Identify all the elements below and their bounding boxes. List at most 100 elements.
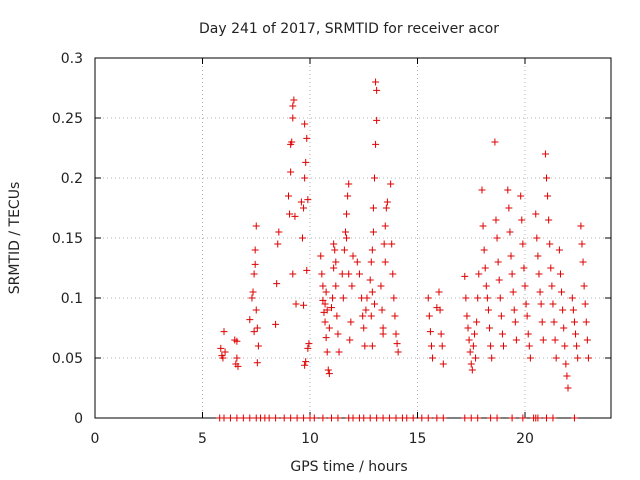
data-point	[286, 210, 294, 218]
data-point	[382, 204, 390, 212]
data-point	[539, 336, 547, 344]
data-point	[361, 342, 369, 350]
data-point	[303, 134, 311, 142]
data-point	[438, 342, 446, 350]
data-point	[373, 86, 381, 94]
x-tick-label: 0	[91, 431, 100, 447]
data-point	[478, 186, 486, 194]
y-tick-label: 0.05	[52, 351, 83, 367]
y-tick-label: 0.3	[61, 51, 83, 67]
data-point	[252, 306, 260, 314]
data-point-zero	[424, 414, 432, 422]
data-point	[291, 212, 299, 220]
data-point	[465, 336, 473, 344]
data-point	[249, 288, 257, 296]
data-point-zero	[265, 414, 273, 422]
data-point	[546, 240, 554, 248]
data-point	[581, 300, 589, 308]
data-point	[367, 258, 375, 266]
data-point-zero	[543, 414, 550, 422]
data-point	[462, 294, 470, 302]
data-point	[324, 366, 332, 374]
data-point	[505, 204, 513, 212]
data-point-zero	[334, 414, 342, 422]
data-point	[378, 306, 386, 314]
data-point	[494, 258, 502, 266]
data-point	[339, 294, 347, 302]
data-point	[393, 340, 401, 348]
data-point	[470, 330, 478, 338]
data-point	[580, 282, 588, 290]
data-point	[322, 334, 330, 342]
data-point	[345, 180, 353, 188]
data-point	[507, 252, 515, 260]
data-point	[220, 328, 228, 336]
data-point	[551, 336, 559, 344]
data-point	[301, 174, 309, 182]
data-point	[325, 324, 333, 332]
data-point	[506, 228, 514, 236]
data-point	[341, 228, 349, 236]
data-point-zero	[508, 414, 516, 422]
data-point	[563, 372, 571, 380]
data-point	[332, 282, 340, 290]
data-point	[250, 270, 258, 278]
data-point	[274, 240, 282, 248]
data-point	[538, 318, 546, 326]
data-point	[292, 300, 300, 308]
data-point	[368, 288, 376, 296]
data-point-zero	[534, 414, 542, 422]
data-point	[425, 312, 433, 320]
data-point	[340, 246, 348, 254]
data-point	[568, 294, 576, 302]
data-point	[369, 228, 377, 236]
data-point	[353, 258, 361, 266]
data-point	[343, 210, 351, 218]
data-point	[547, 264, 555, 272]
data-point	[331, 246, 339, 254]
data-point	[545, 216, 553, 224]
data-point	[548, 282, 556, 290]
data-point	[347, 318, 355, 326]
data-point	[344, 192, 352, 200]
data-point	[577, 222, 585, 230]
data-point	[383, 198, 391, 206]
data-point	[368, 246, 376, 254]
data-point	[512, 336, 520, 344]
data-point	[389, 270, 397, 278]
data-point	[346, 336, 354, 344]
grid	[95, 58, 611, 418]
data-point	[297, 198, 305, 206]
data-point	[463, 312, 471, 320]
data-point-zero	[360, 414, 368, 422]
data-point	[544, 192, 552, 200]
data-point	[349, 252, 357, 260]
data-point	[552, 354, 560, 362]
data-point-zero	[403, 414, 411, 422]
data-point	[426, 328, 434, 336]
axis-ticks: 0 5 10 15 20 0 0.05 0.1 0.15 0.2 0.25 0.3	[52, 51, 611, 447]
data-point	[251, 246, 259, 254]
data-point	[574, 354, 582, 362]
data-point-zero	[570, 414, 578, 422]
data-point	[377, 282, 385, 290]
data-point	[251, 260, 259, 268]
data-point	[570, 318, 578, 326]
data-point	[525, 342, 533, 350]
data-point	[556, 270, 564, 278]
data-point	[381, 258, 389, 266]
data-point	[473, 318, 481, 326]
data-point	[355, 270, 363, 278]
data-point	[537, 300, 545, 308]
data-point-zero	[239, 414, 247, 422]
data-point-zero	[366, 414, 374, 422]
data-point	[510, 306, 518, 314]
data-point	[381, 222, 389, 230]
data-point	[543, 174, 550, 182]
data-point	[390, 294, 398, 302]
data-point	[484, 306, 492, 314]
data-point-zero	[461, 414, 469, 422]
data-point	[345, 270, 353, 278]
data-point	[323, 348, 331, 356]
data-point	[469, 342, 477, 350]
